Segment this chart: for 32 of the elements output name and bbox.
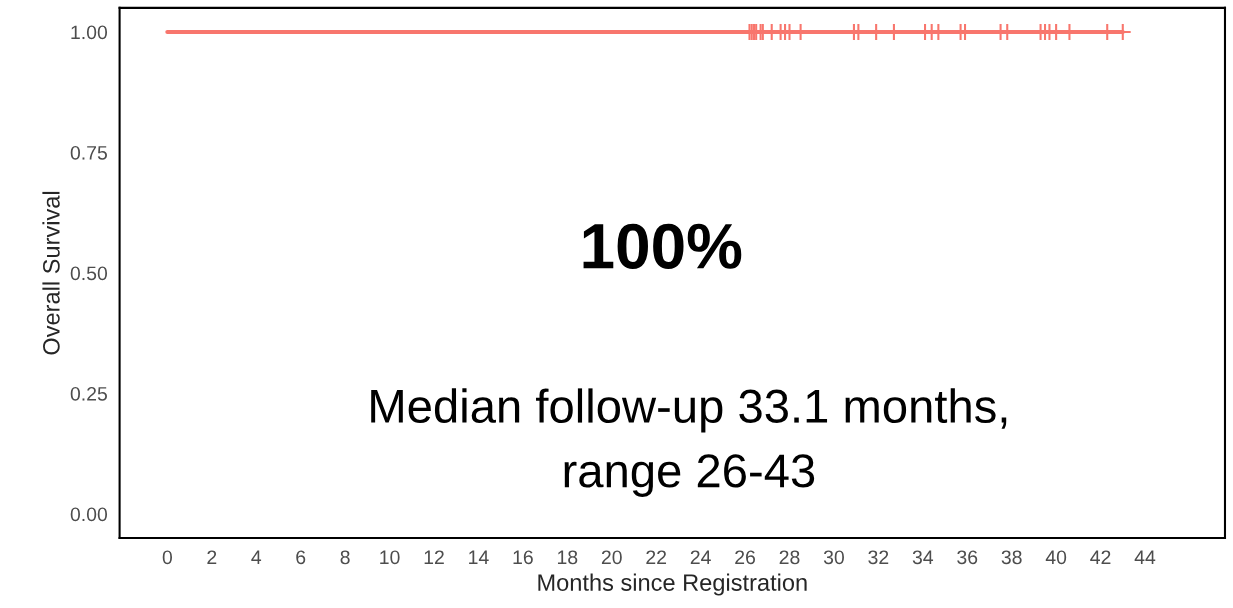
x-tick-label: 40 [1045, 550, 1067, 565]
annotation: Median follow-up 33.1 months, range 26-43 [371, 388, 1007, 497]
x-tick-label: 36 [957, 550, 978, 565]
x-tick-label: 20 [601, 550, 622, 565]
x-tick-label: 6 [296, 550, 306, 565]
y-axis-title: Overall Survival [42, 191, 60, 355]
x-tick-label: 22 [646, 550, 667, 564]
x-tick-label: 32 [868, 550, 889, 565]
x-tick-label: 26 [735, 550, 756, 565]
y-tick-label: 0.50 [70, 266, 108, 281]
x-tick-label: 24 [690, 550, 711, 564]
x-tick-label: 42 [1090, 550, 1111, 564]
x-tick-label: 16 [513, 550, 533, 565]
x-tick-label: 18 [557, 550, 578, 565]
y-tick-label: 0.25 [70, 386, 107, 401]
x-tick-label: 0 [162, 550, 173, 565]
x-tick-label: 10 [380, 550, 400, 565]
x-tick-label: 4 [251, 550, 262, 564]
x-tick-label: 28 [779, 550, 800, 565]
x-tick-label: 12 [424, 550, 444, 564]
y-tick-label: 0.75 [70, 145, 107, 160]
x-tick-label: 8 [340, 550, 350, 565]
y-tick-label: 0.00 [70, 507, 108, 522]
x-tick-label: 2 [207, 550, 217, 564]
x-tick-label: 34 [912, 550, 934, 565]
x-tick-label: 30 [823, 550, 844, 565]
x-tick-label: 14 [469, 550, 489, 564]
annotation: 100% [583, 223, 742, 269]
x-tick-label: 44 [1134, 550, 1156, 564]
y-tick-label: 1.00 [71, 25, 108, 40]
x-tick-label: 38 [1001, 550, 1022, 565]
x-axis-title: Months since Registration [538, 573, 807, 596]
